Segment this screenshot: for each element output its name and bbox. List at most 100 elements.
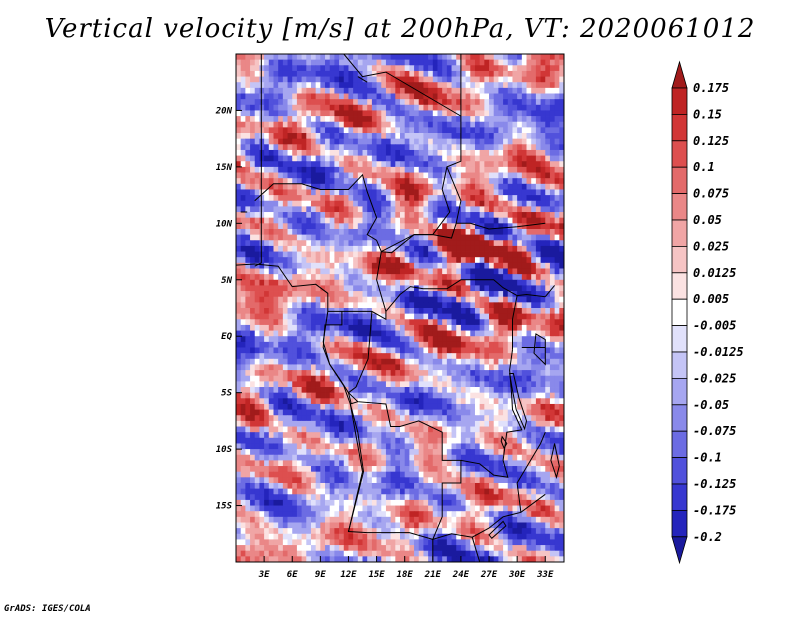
heatmap-cell bbox=[484, 296, 490, 303]
heatmap-cell bbox=[535, 223, 541, 230]
heatmap-cell bbox=[362, 223, 368, 230]
heatmap-cell bbox=[507, 189, 513, 196]
heatmap-cell bbox=[390, 353, 396, 360]
heatmap-cell bbox=[339, 262, 345, 269]
heatmap-cell bbox=[507, 223, 513, 230]
heatmap-cell bbox=[367, 274, 373, 281]
heatmap-cell bbox=[278, 70, 284, 77]
heatmap-cell bbox=[301, 330, 307, 337]
heatmap-cell bbox=[254, 257, 260, 264]
heatmap-cell bbox=[512, 432, 518, 439]
heatmap-cell bbox=[503, 364, 509, 371]
heatmap-cell bbox=[268, 234, 274, 241]
heatmap-cell bbox=[493, 426, 499, 433]
heatmap-cell bbox=[329, 121, 335, 128]
heatmap-cell bbox=[325, 65, 331, 72]
heatmap-cell bbox=[493, 370, 499, 377]
heatmap-cell bbox=[474, 274, 481, 281]
heatmap-cell bbox=[549, 353, 556, 360]
heatmap-cell bbox=[404, 87, 410, 94]
heatmap-cell bbox=[479, 313, 485, 320]
heatmap-cell bbox=[278, 161, 284, 168]
heatmap-cell bbox=[259, 296, 265, 303]
heatmap-cell bbox=[437, 336, 443, 343]
heatmap-cell bbox=[484, 189, 490, 196]
heatmap-cell bbox=[334, 195, 340, 202]
heatmap-cell bbox=[296, 437, 302, 444]
heatmap-cell bbox=[334, 228, 340, 236]
heatmap-cell bbox=[343, 313, 349, 320]
heatmap-cell bbox=[423, 353, 429, 360]
heatmap-cell bbox=[460, 432, 466, 439]
heatmap-cell bbox=[371, 110, 377, 117]
heatmap-cell bbox=[559, 144, 564, 151]
heatmap-cell bbox=[310, 245, 317, 252]
heatmap-cell bbox=[236, 387, 242, 394]
heatmap-cell bbox=[292, 257, 298, 264]
heatmap-cell bbox=[451, 82, 457, 89]
heatmap-cell bbox=[259, 302, 265, 309]
heatmap-cell bbox=[512, 240, 518, 247]
heatmap-cell bbox=[451, 76, 457, 83]
heatmap-cell bbox=[474, 99, 481, 106]
heatmap-cell bbox=[245, 93, 251, 100]
heatmap-cell bbox=[296, 420, 302, 427]
heatmap-cell bbox=[236, 324, 242, 331]
heatmap-cell bbox=[559, 420, 564, 427]
heatmap-cell bbox=[437, 82, 443, 89]
heatmap-cell bbox=[409, 449, 415, 456]
heatmap-cell bbox=[428, 432, 434, 439]
heatmap-cell bbox=[414, 212, 420, 219]
heatmap-cell bbox=[451, 121, 457, 128]
heatmap-cell bbox=[376, 178, 382, 185]
heatmap-cell bbox=[301, 195, 307, 202]
heatmap-cell bbox=[418, 268, 424, 275]
heatmap-cell bbox=[273, 121, 279, 128]
heatmap-cell bbox=[507, 240, 513, 247]
heatmap-cell bbox=[273, 155, 279, 162]
heatmap-cell bbox=[315, 454, 321, 461]
heatmap-cell bbox=[446, 392, 452, 399]
heatmap-cell bbox=[507, 291, 513, 298]
heatmap-cell bbox=[292, 178, 298, 185]
heatmap-cell bbox=[493, 302, 499, 309]
heatmap-cell bbox=[287, 93, 293, 100]
heatmap-cell bbox=[554, 268, 560, 275]
heatmap-cell bbox=[264, 76, 270, 83]
heatmap-cell bbox=[521, 212, 527, 219]
heatmap-cell bbox=[268, 212, 274, 219]
heatmap-cell bbox=[442, 403, 448, 410]
heatmap-cell bbox=[428, 206, 434, 213]
heatmap-cell bbox=[245, 341, 251, 348]
heatmap-cell bbox=[348, 387, 354, 394]
heatmap-cell bbox=[306, 70, 312, 77]
heatmap-cell bbox=[428, 93, 434, 100]
heatmap-cell bbox=[493, 133, 499, 140]
heatmap-cell bbox=[512, 381, 518, 388]
heatmap-cell bbox=[310, 432, 317, 439]
heatmap-cell bbox=[264, 353, 270, 360]
heatmap-cell bbox=[456, 70, 462, 77]
heatmap-cell bbox=[371, 161, 377, 168]
heatmap-cell bbox=[414, 65, 420, 72]
heatmap-cell bbox=[367, 138, 373, 145]
heatmap-cell bbox=[418, 54, 424, 61]
heatmap-cell bbox=[367, 240, 373, 247]
heatmap-cell bbox=[264, 358, 270, 365]
heatmap-cell bbox=[273, 93, 279, 100]
heatmap-cell bbox=[254, 274, 260, 281]
heatmap-cell bbox=[409, 223, 415, 230]
heatmap-cell bbox=[545, 116, 551, 123]
heatmap-cell bbox=[521, 358, 527, 365]
heatmap-cell bbox=[474, 381, 481, 388]
heatmap-cell bbox=[292, 358, 298, 365]
heatmap-cell bbox=[549, 65, 556, 72]
heatmap-cell bbox=[250, 228, 256, 236]
heatmap-cell bbox=[339, 104, 345, 111]
heatmap-cell bbox=[236, 370, 242, 377]
heatmap-cell bbox=[432, 415, 438, 422]
heatmap-cell bbox=[474, 279, 481, 286]
heatmap-cell bbox=[470, 110, 476, 117]
heatmap-cell bbox=[531, 70, 537, 77]
heatmap-cell bbox=[507, 54, 513, 61]
